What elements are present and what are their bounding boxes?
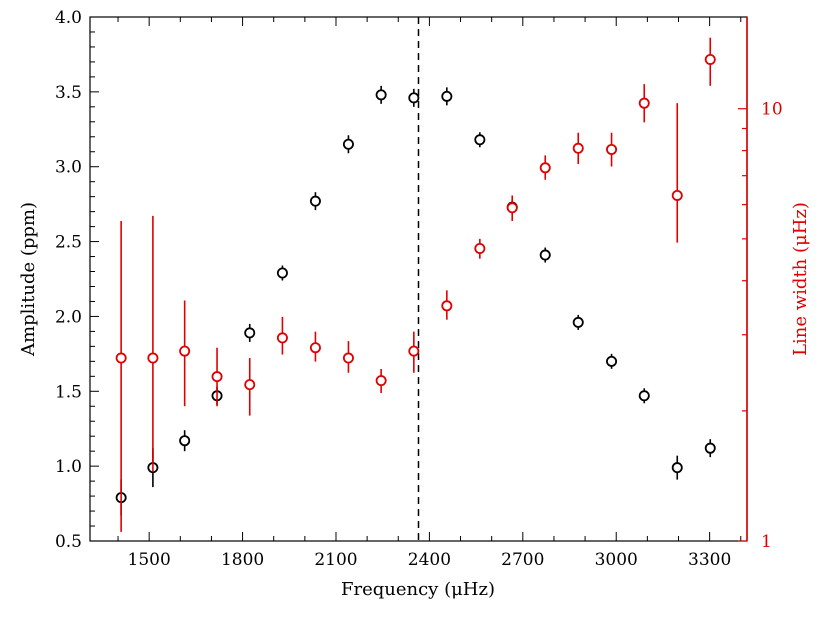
data-point	[474, 242, 486, 254]
left-axis-ticks: 0.5 1.0 1.5 2.0 2.5 3.0 3.5 4.0	[55, 8, 99, 552]
left-axis-title: Amplitude (ppm)	[18, 202, 39, 357]
y-left-tick-label: 1.0	[55, 457, 82, 477]
data-point	[671, 462, 683, 474]
data-point	[211, 371, 223, 383]
data-point	[179, 435, 191, 447]
data-point	[572, 142, 584, 154]
data-point	[671, 189, 683, 201]
y-left-tick-label: 3.5	[55, 83, 82, 103]
data-point	[704, 442, 716, 454]
data-point	[408, 92, 420, 104]
x-axis-title: Frequency (μHz)	[341, 579, 495, 600]
x-tick-label: 1500	[128, 550, 171, 570]
x-tick-label: 3000	[595, 550, 638, 570]
linewidth-series	[115, 37, 716, 532]
data-point	[309, 195, 321, 207]
data-point	[309, 342, 321, 354]
y-left-tick-label: 4.0	[55, 8, 82, 28]
data-point	[276, 267, 288, 279]
data-point	[375, 89, 387, 101]
data-point	[179, 345, 191, 357]
right-axis-title: Line width (μHz)	[790, 202, 811, 356]
data-point	[474, 134, 486, 146]
data-point	[539, 249, 551, 261]
x-tick-label: 2100	[314, 550, 357, 570]
data-series	[115, 37, 716, 532]
x-axis-ticks: 1500 1800 2100 2400 2700 3000 3300	[117, 17, 742, 570]
right-axis-ticks: 1 10	[738, 100, 783, 552]
y-right-tick-label: 1	[761, 532, 772, 552]
x-tick-label: 2400	[408, 550, 451, 570]
data-point	[441, 90, 453, 102]
amplitude-series	[115, 85, 716, 516]
y-right-tick-label: 10	[761, 100, 783, 120]
x-tick-label: 3300	[688, 550, 731, 570]
data-point	[244, 327, 256, 339]
data-point	[342, 352, 354, 364]
data-point	[441, 300, 453, 312]
y-left-tick-label: 1.5	[55, 382, 82, 402]
data-point	[572, 316, 584, 328]
data-point	[638, 97, 650, 109]
data-point	[606, 355, 618, 367]
y-left-tick-label: 3.0	[55, 158, 82, 178]
x-tick-label: 2700	[501, 550, 544, 570]
data-point	[244, 379, 256, 391]
data-point	[342, 138, 354, 150]
data-point	[408, 345, 420, 357]
data-point	[115, 352, 127, 364]
data-point	[704, 53, 716, 65]
y-left-tick-label: 2.0	[55, 307, 82, 327]
data-point	[606, 143, 618, 155]
data-point	[375, 375, 387, 387]
y-left-tick-label: 0.5	[55, 532, 82, 552]
data-point	[539, 162, 551, 174]
data-point	[147, 352, 159, 364]
x-tick-label: 1800	[221, 550, 264, 570]
data-point	[276, 332, 288, 344]
y-left-tick-label: 2.5	[55, 233, 82, 253]
data-point	[638, 390, 650, 402]
data-point	[506, 202, 518, 214]
